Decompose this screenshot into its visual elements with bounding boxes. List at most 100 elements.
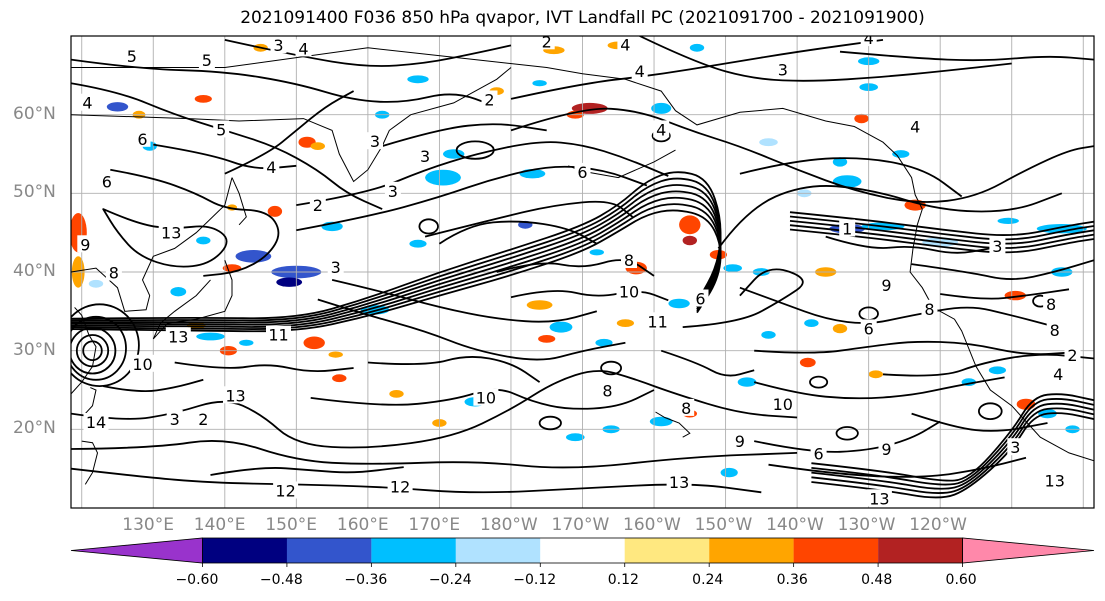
shade-blob	[239, 339, 254, 346]
contour-label: 9	[80, 235, 90, 254]
colorbar-tick-label: 0.24	[692, 572, 724, 588]
shade-blob	[106, 102, 129, 112]
coast-hawaii	[655, 411, 691, 438]
ivt-contour-ring	[977, 402, 1003, 421]
ivt-contour-line	[210, 466, 404, 476]
contour-label-bg	[921, 299, 938, 317]
lon-label: 140°W	[766, 515, 824, 535]
shade-blob	[804, 319, 819, 327]
shade-blob	[832, 157, 848, 167]
shade-blob	[267, 205, 283, 217]
contour-label: 13	[869, 489, 889, 508]
graticule	[71, 36, 1094, 508]
contour-label-bg	[878, 439, 895, 457]
contour-label-bg	[417, 147, 434, 165]
colorbar-cell	[455, 538, 541, 563]
ivt-contour-line	[739, 286, 1048, 326]
colorbar-cell	[962, 537, 1095, 564]
ivt-contour-line	[753, 376, 1005, 400]
shade-blob	[649, 416, 673, 427]
contour-label: 9	[881, 440, 891, 459]
shade-blob	[425, 169, 461, 186]
ivt-contour-line	[882, 353, 1094, 377]
contour-label-bg	[198, 51, 215, 69]
contour-label-bg	[309, 195, 326, 213]
contour-label: 3	[388, 182, 398, 201]
contour-label: 6	[102, 172, 112, 191]
contour-label-bg	[860, 319, 877, 337]
ivt-contour-line	[789, 211, 1094, 236]
ivt-contour-line	[367, 356, 541, 383]
coast-taiwan	[84, 387, 97, 414]
shade-blob	[589, 249, 604, 256]
shade-blob	[679, 215, 701, 235]
coast-asia-north	[71, 67, 512, 183]
ivt-contour-line	[110, 168, 280, 277]
map-frame	[70, 35, 1095, 509]
contour-label-bg	[384, 181, 401, 199]
ivt-contour-line	[71, 370, 798, 449]
contour-label-bg	[473, 388, 499, 406]
lon-label: 130°W	[837, 515, 896, 535]
colorbar-tick-label: 0.12	[607, 572, 639, 588]
contour-label-bg	[105, 263, 122, 281]
contour-label: 5	[202, 51, 212, 70]
lat-label: 40°N	[13, 261, 56, 281]
ivt-contour-line	[717, 185, 1063, 249]
shade-blob	[988, 366, 1007, 375]
contour-label: 8	[1050, 321, 1060, 340]
contour-label-bg	[770, 394, 796, 412]
contour-label: 8	[624, 251, 634, 270]
contour-label: 13	[168, 327, 188, 346]
contour-label: 8	[1046, 295, 1056, 314]
ivt-contour-line	[660, 349, 755, 377]
ivt-contour-line	[768, 456, 1027, 478]
contour-label-bg	[481, 90, 498, 108]
contour-label-bg	[616, 282, 642, 300]
map-title: 2021091400 F036 850 hPa qvapor, IVT Land…	[240, 8, 925, 28]
contour-label-bg	[866, 489, 892, 507]
shade-blob	[668, 298, 690, 309]
colorbar-tick-label: −0.36	[344, 572, 388, 588]
ivt-contour-line	[71, 190, 722, 326]
contour-label-bg	[907, 117, 924, 135]
contour-label-bg	[878, 276, 895, 294]
contour-label: 4	[910, 117, 920, 136]
lon-label: 160°E	[336, 515, 389, 535]
ivt-contour-line	[789, 215, 1094, 241]
colorbar-cell	[70, 537, 203, 564]
ivt-contour-ring	[538, 415, 562, 431]
lon-label: 170°W	[551, 515, 610, 535]
contour-label-bg	[1007, 438, 1024, 456]
shade-blob	[443, 149, 465, 159]
contour-label: 6	[577, 163, 587, 182]
ivt-contour-line	[71, 203, 722, 330]
contour-label: 10	[773, 395, 793, 414]
shade-blob	[799, 357, 816, 368]
coastlines	[71, 47, 1094, 485]
ivt-contour-line	[911, 412, 1048, 432]
contour-label: 12	[275, 482, 295, 501]
coast-japan	[152, 260, 233, 340]
contour-label: 3	[273, 36, 283, 55]
contour-label-bg	[774, 60, 791, 78]
contour-label: 13	[669, 473, 689, 492]
contour-label-bg	[266, 325, 291, 343]
shade-blob	[194, 95, 212, 103]
contour-label-bg	[645, 312, 671, 330]
lat-label: 50°N	[13, 182, 56, 203]
ivt-contour-ring	[455, 140, 495, 160]
ivt-contour-line	[71, 58, 498, 108]
contour-label: 8	[109, 264, 119, 283]
shade-blob	[761, 331, 776, 339]
ivt-contour-line	[310, 388, 655, 410]
contour-label-bg	[134, 129, 151, 147]
shade-blob	[737, 377, 757, 387]
shade-blob	[328, 351, 343, 358]
ivt-contour-line	[789, 220, 1094, 245]
ivt-contour-line	[71, 440, 798, 469]
colorbar-cell	[793, 538, 879, 563]
contour-label-bg	[860, 36, 877, 47]
contour-label: 6	[137, 130, 147, 149]
contour-label-bg	[273, 481, 299, 499]
